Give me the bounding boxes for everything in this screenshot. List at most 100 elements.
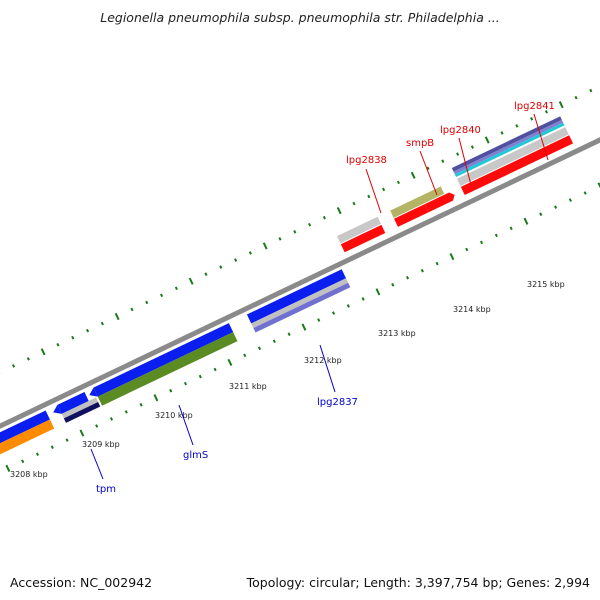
- minor-tick: [554, 205, 558, 209]
- gene-label-lpg2837[interactable]: lpg2837: [317, 397, 358, 408]
- minor-tick: [391, 283, 395, 287]
- callout-line: [178, 404, 194, 446]
- minor-tick: [130, 307, 134, 312]
- major-tick: [79, 429, 85, 437]
- minor-tick: [317, 318, 321, 322]
- gene-lpg2840-arrow: [424, 192, 455, 213]
- minor-tick: [183, 381, 188, 386]
- gene-lpg2840[interactable]: [394, 204, 429, 227]
- minor-tick: [480, 240, 484, 245]
- gene-forward-1-arrow: [89, 387, 98, 397]
- gene-lpg2837[interactable]: [246, 269, 346, 324]
- callout-line: [458, 137, 472, 186]
- feature-track-lavender: [453, 119, 564, 175]
- feature-track-grey-3: [251, 278, 349, 328]
- genome-summary-text: Topology: circular; Length: 3,397,754 bp…: [246, 575, 590, 590]
- minor-tick: [65, 438, 69, 442]
- genome-title: Legionella pneumophila subsp. pneumophil…: [100, 10, 500, 25]
- minor-tick: [574, 95, 578, 100]
- callout-line: [365, 168, 382, 214]
- kbp-label: 3214 kbp: [453, 305, 491, 314]
- gene-label-lpg2838[interactable]: lpg2838: [346, 155, 387, 166]
- minor-tick: [539, 212, 543, 216]
- gene-label-lpg2840[interactable]: lpg2840: [440, 125, 481, 136]
- minor-tick: [287, 332, 291, 336]
- feature-track-grey: [336, 216, 381, 244]
- minor-tick: [21, 459, 25, 464]
- feature-track-grey-2: [456, 127, 569, 187]
- kbp-scale-labels: 3208 kbp 3209 kbp 3210 kbp 3211 kbp 3212…: [10, 280, 565, 479]
- minor-tick: [234, 258, 238, 262]
- minor-tick: [219, 265, 223, 269]
- feature-track-cyan: [454, 122, 565, 178]
- minor-tick: [465, 247, 469, 252]
- minor-tick: [500, 131, 504, 135]
- minor-tick: [405, 275, 410, 280]
- kbp-label: 3209 kbp: [82, 440, 120, 449]
- minor-tick: [145, 300, 149, 305]
- gene-label-lpg2841[interactable]: lpg2841: [514, 101, 555, 112]
- minor-tick: [367, 194, 371, 199]
- minor-tick: [352, 201, 356, 206]
- feature-track-navy-2: [63, 402, 101, 423]
- minor-tick: [124, 410, 128, 414]
- major-tick: [5, 464, 11, 472]
- gene-glmS[interactable]: [97, 332, 238, 406]
- map-strip: [0, 88, 600, 472]
- major-tick: [336, 207, 342, 215]
- minor-tick: [435, 261, 439, 266]
- minor-tick: [213, 367, 217, 372]
- minor-tick: [293, 230, 297, 234]
- feature-track-grey-4: [61, 397, 99, 419]
- minor-tick: [169, 388, 173, 393]
- minor-tick: [509, 226, 513, 231]
- gene-orange[interactable]: [0, 419, 55, 456]
- gene-callouts: lpg2838 smpB lpg2840 lpg2841 tpm glmS lp…: [90, 101, 555, 495]
- minor-tick: [248, 251, 252, 255]
- minor-tick: [568, 198, 572, 202]
- gene-smpB[interactable]: [390, 186, 445, 218]
- minor-tick: [272, 339, 276, 344]
- gene-forward-1[interactable]: [93, 323, 234, 397]
- minor-tick: [494, 233, 498, 238]
- minor-tick: [35, 452, 40, 457]
- minor-tick: [331, 311, 336, 315]
- kbp-label: 3211 kbp: [229, 382, 267, 391]
- kbp-label: 3215 kbp: [527, 280, 565, 289]
- callout-line: [319, 344, 336, 393]
- minor-tick: [11, 364, 16, 368]
- minor-tick: [71, 335, 75, 340]
- lower-tick-row: [5, 182, 600, 472]
- minor-tick: [198, 374, 202, 379]
- major-tick: [114, 312, 120, 321]
- major-tick: [375, 288, 381, 296]
- minor-tick: [56, 342, 60, 347]
- kbp-label: 3212 kbp: [304, 356, 342, 365]
- gene-forward-2[interactable]: [0, 410, 50, 447]
- minor-tick: [441, 159, 445, 163]
- gene-tpm-arrow: [53, 404, 62, 414]
- kbp-label: 3208 kbp: [10, 470, 48, 479]
- minor-tick: [322, 215, 326, 220]
- gene-tpm[interactable]: [57, 391, 89, 414]
- minor-tick: [174, 286, 178, 291]
- gene-label-glmS[interactable]: glmS: [183, 450, 208, 461]
- gene-label-tpm[interactable]: tpm: [96, 484, 116, 495]
- minor-tick: [109, 417, 114, 421]
- kbp-label: 3210 kbp: [155, 411, 193, 420]
- major-tick: [558, 101, 564, 109]
- callout-line: [90, 448, 104, 480]
- gene-lpg2838[interactable]: [340, 224, 386, 253]
- major-tick: [410, 171, 416, 179]
- major-tick: [153, 394, 159, 402]
- minor-tick: [544, 109, 548, 114]
- major-tick: [484, 136, 490, 144]
- feature-tracks: [0, 111, 600, 461]
- minor-tick: [530, 117, 534, 121]
- gene-label-smpB[interactable]: smpB: [406, 138, 434, 149]
- minor-tick: [26, 357, 30, 361]
- minor-tick: [583, 191, 587, 195]
- minor-tick: [95, 424, 99, 428]
- major-tick: [227, 358, 233, 367]
